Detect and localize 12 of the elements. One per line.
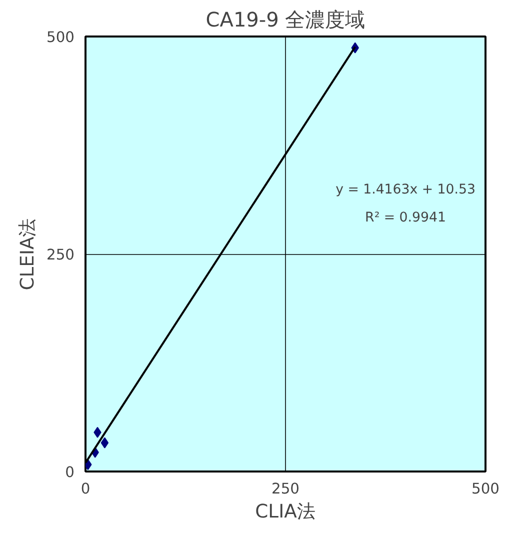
- annotation: y = 1.4163x + 10.53: [336, 182, 476, 198]
- x-tick-label: 0: [80, 480, 90, 498]
- chart-title: CA19-9 全濃度域: [206, 8, 366, 32]
- x-tick-label: 250: [272, 480, 300, 498]
- x-tick-label: 500: [472, 480, 500, 498]
- x-axis-title: CLIA法: [255, 502, 316, 522]
- y-axis-title: CLEIA法: [18, 218, 39, 290]
- y-tick-label: 250: [46, 246, 75, 264]
- point: [100, 437, 109, 448]
- annotation: R² = 0.9941: [365, 210, 446, 226]
- y-tick-label: 500: [46, 29, 75, 46]
- y-tick-label: 0: [65, 464, 75, 481]
